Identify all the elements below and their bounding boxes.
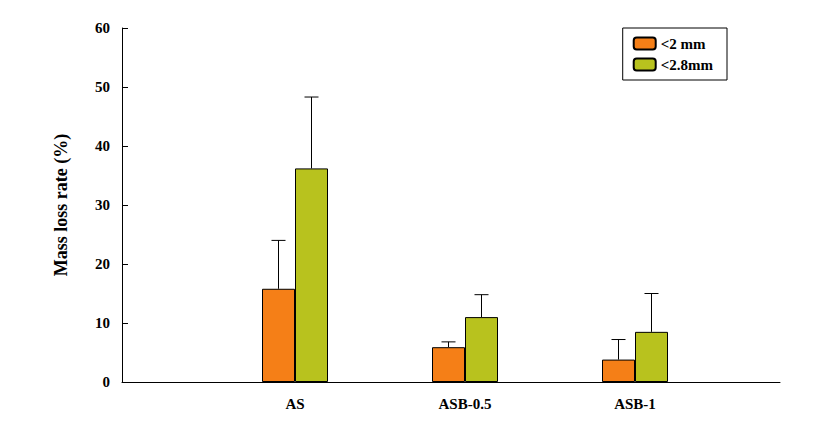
svg-text:0: 0 xyxy=(103,374,111,390)
svg-text:<2.8mm: <2.8mm xyxy=(661,57,714,73)
svg-text:ASB-0.5: ASB-0.5 xyxy=(439,396,492,412)
svg-text:Mass loss rate (%): Mass loss rate (%) xyxy=(51,134,72,276)
svg-text:AS: AS xyxy=(285,396,304,412)
svg-text:<2 mm: <2 mm xyxy=(661,36,706,52)
svg-text:50: 50 xyxy=(95,79,110,95)
svg-text:40: 40 xyxy=(95,138,110,154)
svg-text:20: 20 xyxy=(95,256,110,272)
svg-text:30: 30 xyxy=(95,197,110,213)
svg-text:ASB-1: ASB-1 xyxy=(614,396,656,412)
svg-text:60: 60 xyxy=(95,20,110,36)
svg-text:10: 10 xyxy=(95,315,110,331)
